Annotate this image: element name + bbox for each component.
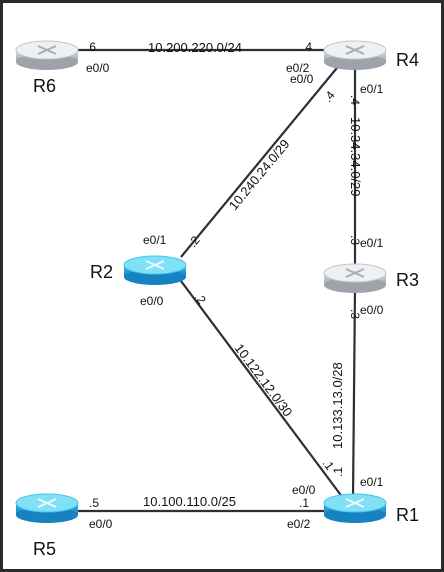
iface-r1-e0-1: e0/1	[360, 475, 384, 489]
addr-r3-r1-r1: .1	[331, 467, 345, 477]
router-r1[interactable]	[323, 493, 387, 523]
subnet-label-r2-r1: 10.122.12.0/30	[232, 341, 296, 420]
addr-r6-r4-r6: .6	[86, 40, 96, 54]
router-r6-name: R6	[33, 76, 56, 96]
router-r1-name: R1	[396, 505, 419, 525]
addr-r5-r1-r5: .5	[89, 496, 99, 510]
iface-r2-e0-0: e0/0	[140, 294, 164, 308]
iface-r5-e0-0: e0/0	[89, 517, 113, 531]
router-r6[interactable]	[15, 40, 79, 70]
addr-r4-r3-r4: .4	[348, 95, 362, 105]
addr-r4-r3-r3: .3	[348, 235, 362, 245]
addr-r2-r1-r2: .2	[192, 290, 209, 307]
iface-r3-e0-0: e0/0	[360, 303, 384, 317]
iface-r1-e0-2: e0/2	[287, 517, 311, 531]
subnet-label-r2-r4: 10.240.24.0/29	[226, 136, 293, 212]
iface-r4-e0-1: e0/1	[360, 82, 384, 96]
router-r5-name: R5	[33, 539, 56, 559]
link-r2-r4	[180, 62, 342, 258]
iface-r3-e0-1: e0/1	[360, 236, 384, 250]
link-r3-r1	[351, 288, 357, 499]
router-r2[interactable]	[123, 255, 187, 285]
subnet-label-r5-r1: 10.100.110.0/25	[143, 494, 236, 509]
iface-r1-e0-0: e0/0	[292, 483, 316, 497]
iface-r6-e0-0: e0/0	[86, 61, 110, 75]
router-r5[interactable]	[15, 493, 79, 523]
router-r2-name: R2	[90, 262, 113, 282]
addr-r3-r1-r3: .3	[348, 309, 362, 319]
link-r2-r1	[180, 280, 344, 499]
addr-r6-r4-r4: .4	[302, 40, 312, 54]
router-r4-name: R4	[396, 50, 419, 70]
addr-r5-r1-r1: .1	[299, 496, 309, 510]
iface-r2-e0-1: e0/1	[143, 233, 167, 247]
subnet-label-r3-r1: 10.133.13.0/28	[330, 362, 345, 449]
subnet-label-r6-r4: 10.200.220.0/24	[148, 40, 242, 55]
router-r3[interactable]	[323, 263, 387, 293]
router-r4[interactable]	[323, 40, 387, 70]
iface-r4-e0-2: e0/2	[286, 61, 310, 75]
router-r3-name: R3	[396, 270, 419, 290]
addr-r2-r4-r4: .4	[321, 88, 338, 105]
iface-r4-e0-0: e0/0	[290, 72, 314, 86]
topology-canvas: R6 R4 R2 R3 R5 R1 10.200.220.0/24 .6 e0/…	[15, 40, 419, 559]
subnet-label-r4-r3: 10.34.34.0/29	[348, 117, 363, 197]
